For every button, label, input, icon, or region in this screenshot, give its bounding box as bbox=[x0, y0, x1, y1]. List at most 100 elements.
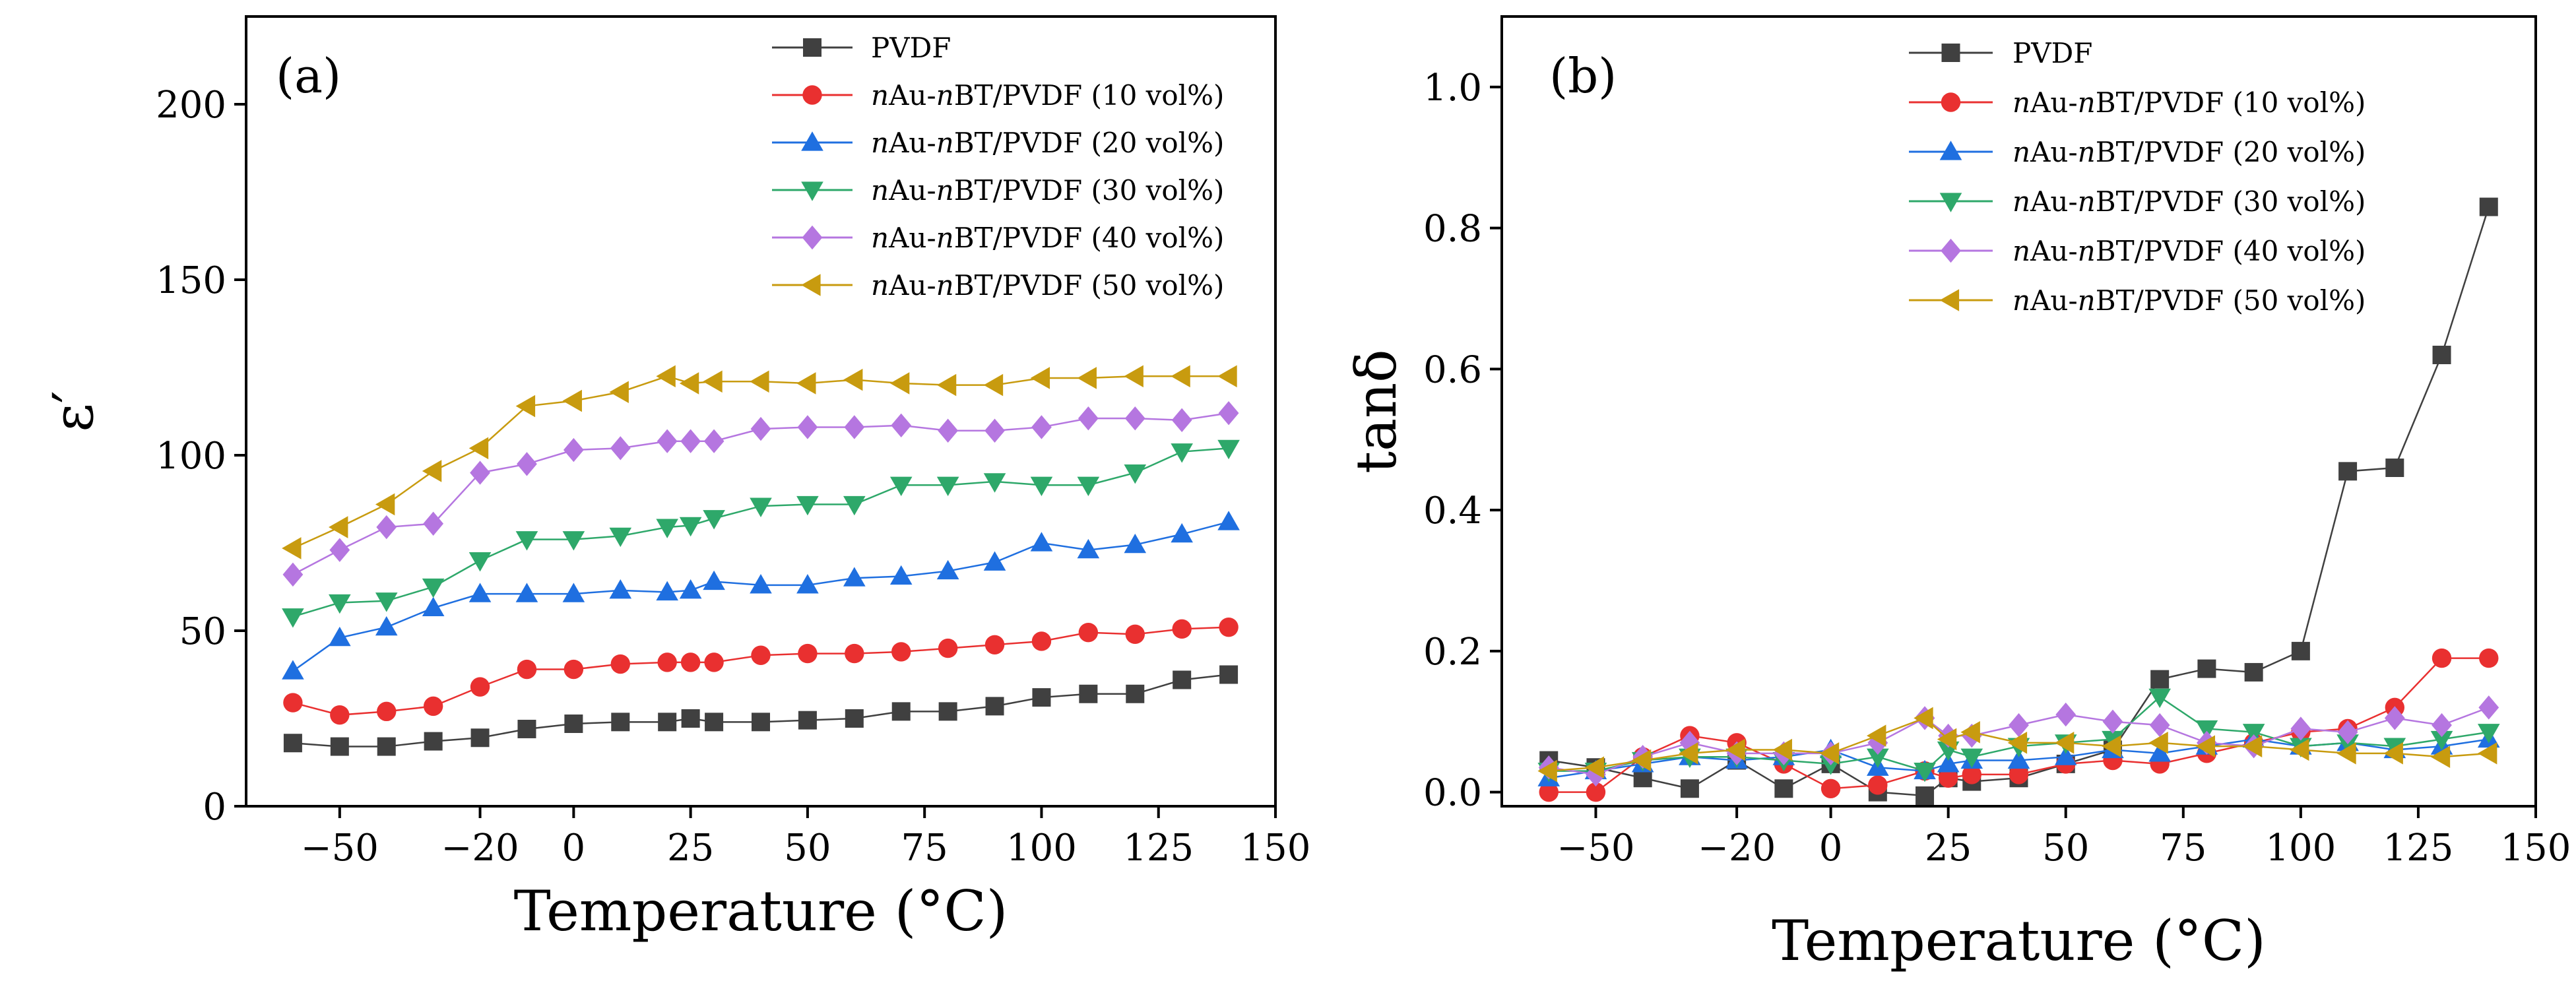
data-point bbox=[377, 737, 396, 756]
y-tick-label: 200 bbox=[156, 84, 226, 127]
data-point bbox=[1030, 476, 1053, 497]
data-point bbox=[679, 517, 702, 537]
data-point bbox=[843, 368, 863, 391]
data-point bbox=[2007, 732, 2028, 754]
data-point bbox=[1031, 415, 1052, 439]
data-point bbox=[891, 702, 911, 721]
legend-entry: nAu-nBT/PVDF (30 vol%) bbox=[772, 174, 1224, 207]
data-point bbox=[282, 660, 304, 680]
legend-marker bbox=[1939, 193, 1962, 212]
data-point bbox=[1031, 631, 1052, 651]
data-point bbox=[2195, 735, 2216, 757]
legend-entry: nAu-nBT/PVDF (40 vol%) bbox=[1909, 235, 2366, 267]
legend-label: nAu-nBT/PVDF (30 vol%) bbox=[871, 174, 1224, 207]
legend-entry: nAu-nBT/PVDF (10 vol%) bbox=[772, 79, 1224, 111]
panel-a: −50 −20 0 25 50 75 100 125 150 0 50 100 150 200 Temper… bbox=[41, 15, 1311, 943]
data-point bbox=[470, 461, 490, 485]
data-point bbox=[889, 476, 913, 497]
data-point bbox=[796, 574, 819, 594]
data-point bbox=[1124, 464, 1147, 484]
data-point bbox=[889, 372, 910, 395]
data-point bbox=[2336, 742, 2356, 765]
legend-entry: nAu-nBT/PVDF (30 vol%) bbox=[1909, 185, 2366, 218]
x-tick-label: 0 bbox=[1819, 827, 1843, 870]
legend-marker bbox=[1939, 289, 1960, 311]
y-tick-label: 50 bbox=[179, 610, 226, 653]
data-point bbox=[423, 696, 443, 716]
data-point bbox=[983, 551, 1006, 571]
data-point bbox=[843, 495, 866, 516]
data-point bbox=[936, 559, 959, 580]
plot-frame bbox=[1500, 15, 2537, 808]
data-point bbox=[705, 713, 724, 732]
data-point bbox=[564, 714, 583, 733]
data-point bbox=[375, 592, 398, 612]
data-point bbox=[2009, 713, 2029, 738]
legend-marker bbox=[802, 85, 822, 105]
data-point bbox=[2290, 738, 2309, 761]
legend-label: nAu-nBT/PVDF (30 vol%) bbox=[2012, 185, 2366, 218]
series-line bbox=[1549, 695, 2489, 772]
y-tick-label: 1.0 bbox=[1423, 67, 1482, 110]
data-point bbox=[1078, 622, 1099, 643]
data-point bbox=[843, 567, 866, 587]
legend-entry: nAu-nBT/PVDF (40 vol%) bbox=[772, 222, 1224, 254]
legend-marker bbox=[803, 38, 821, 57]
data-point bbox=[2337, 720, 2358, 744]
data-point bbox=[2290, 716, 2311, 741]
data-point bbox=[703, 570, 725, 590]
y-tick-label: 0.8 bbox=[1423, 208, 1482, 251]
y-axis-title: tanδ bbox=[1344, 349, 1409, 474]
data-point bbox=[2338, 462, 2358, 481]
data-point bbox=[282, 608, 304, 628]
panel-label: (b) bbox=[1549, 48, 1617, 104]
series-4 bbox=[1538, 695, 2499, 787]
series-5 bbox=[282, 365, 1237, 559]
data-point bbox=[703, 429, 724, 453]
x-tick-label: 150 bbox=[1240, 827, 1311, 870]
legend-entry: PVDF bbox=[772, 32, 951, 64]
data-point bbox=[1680, 779, 1699, 798]
x-tick-label: 25 bbox=[1925, 827, 1972, 870]
data-point bbox=[891, 413, 912, 437]
data-point bbox=[1962, 765, 1981, 784]
legend-label: nAu-nBT/PVDF (50 vol%) bbox=[2012, 284, 2366, 317]
data-point bbox=[681, 709, 700, 728]
x-tick-label: 25 bbox=[667, 827, 714, 870]
data-point bbox=[936, 476, 959, 497]
data-point bbox=[750, 370, 769, 393]
data-point bbox=[2291, 641, 2310, 660]
data-point bbox=[2148, 742, 2171, 762]
legend-entry: nAu-nBT/PVDF (20 vol%) bbox=[1909, 136, 2366, 168]
data-point bbox=[468, 583, 492, 602]
data-point bbox=[1171, 443, 1193, 463]
data-point bbox=[515, 583, 538, 602]
data-point bbox=[983, 373, 1004, 397]
data-point bbox=[1219, 665, 1239, 684]
data-point bbox=[1960, 720, 1980, 744]
data-point bbox=[1916, 786, 1935, 805]
data-point bbox=[750, 574, 772, 594]
data-point bbox=[515, 531, 538, 551]
data-point bbox=[377, 701, 397, 722]
data-point bbox=[517, 452, 537, 476]
legend-label: nAu-nBT/PVDF (10 vol%) bbox=[871, 79, 1224, 111]
legend-label: PVDF bbox=[871, 32, 951, 64]
panel-b: −50 −20 0 25 50 75 100 125 150 0.0 0.2 0.4 0.6 0.8 1.0… bbox=[1344, 15, 2571, 973]
data-point bbox=[1937, 753, 1960, 773]
data-point bbox=[1172, 619, 1192, 639]
data-point bbox=[1537, 759, 1557, 782]
y-tick-label: 150 bbox=[156, 259, 226, 302]
x-tick-label: 100 bbox=[1006, 827, 1077, 870]
series-3 bbox=[282, 439, 1240, 628]
data-point bbox=[1772, 738, 1792, 761]
data-point bbox=[2150, 670, 2170, 689]
data-point bbox=[470, 728, 490, 748]
y-tick-label: 0.6 bbox=[1423, 348, 1482, 391]
data-point bbox=[2148, 732, 2168, 754]
data-point bbox=[752, 713, 770, 732]
data-point bbox=[658, 713, 677, 732]
data-point bbox=[562, 583, 585, 602]
data-point bbox=[704, 653, 724, 672]
data-point bbox=[2384, 706, 2405, 730]
